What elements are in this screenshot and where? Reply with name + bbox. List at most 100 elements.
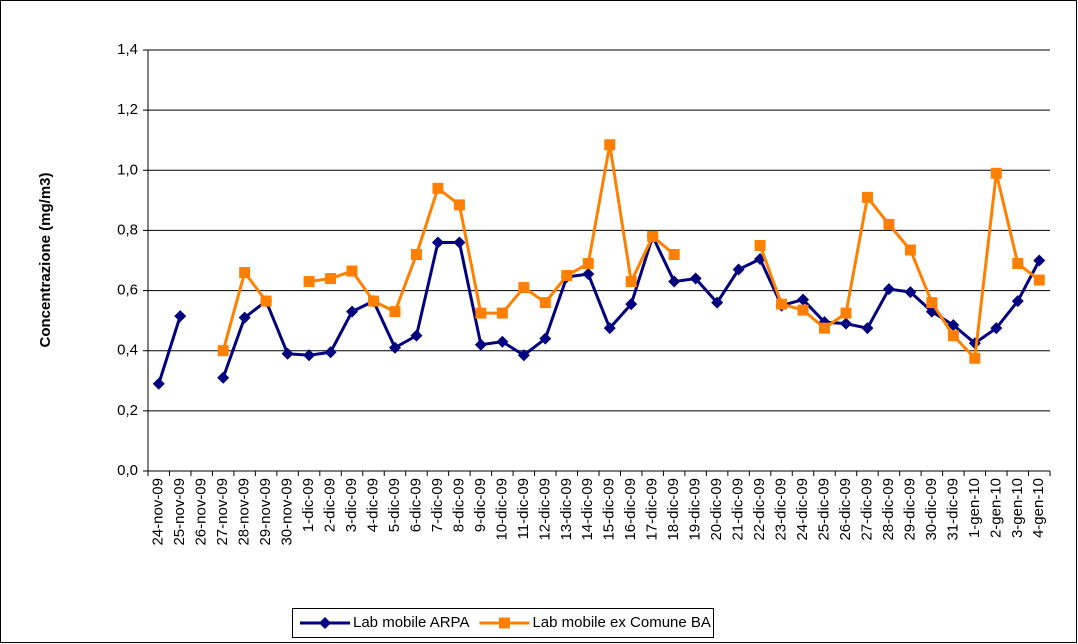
marker: [561, 270, 573, 282]
marker: [776, 298, 788, 310]
marker: [904, 244, 916, 256]
marker: [625, 276, 637, 288]
marker: [432, 182, 444, 194]
marker: [368, 295, 379, 307]
x-tick-label: 27-dic-09: [858, 478, 875, 541]
y-tick-label: 0,8: [117, 221, 138, 238]
marker: [668, 248, 680, 260]
x-tick-label: 21-dic-09: [730, 478, 747, 541]
marker: [239, 267, 251, 279]
x-tick-label: 31-dic-09: [944, 478, 961, 541]
x-tick-label: 1-dic-09: [300, 478, 317, 532]
marker: [346, 305, 359, 318]
x-tick-label: 2-gen-10: [987, 478, 1004, 538]
marker: [324, 346, 337, 359]
legend-label: Lab mobile ARPA: [353, 614, 469, 631]
y-tick-label: 1,4: [117, 41, 138, 58]
x-tick-label: 17-dic-09: [644, 478, 661, 541]
marker: [883, 218, 895, 230]
marker: [969, 352, 981, 364]
x-tick-label: 1-gen-10: [966, 478, 983, 538]
marker: [947, 330, 959, 342]
y-tick-label: 0,4: [117, 342, 138, 359]
marker: [152, 377, 165, 390]
marker: [926, 297, 938, 309]
marker: [346, 265, 358, 277]
x-tick-label: 25-dic-09: [815, 478, 832, 541]
marker: [453, 199, 465, 211]
series-line: [157, 315, 182, 385]
marker: [603, 322, 616, 335]
x-tick-label: 24-dic-09: [794, 478, 811, 541]
x-tick-label: 29-dic-09: [901, 478, 918, 541]
x-tick-label: 10-dic-09: [493, 478, 510, 541]
x-tick-label: 7-dic-09: [429, 478, 446, 532]
marker: [604, 139, 616, 151]
legend: Lab mobile ARPA Lab mobile ex Comune BA: [292, 608, 714, 638]
x-tick-label: 24-nov-09: [150, 478, 167, 546]
marker: [496, 307, 508, 319]
x-tick-label: 13-dic-09: [558, 478, 575, 541]
marker: [217, 371, 230, 384]
marker: [539, 297, 551, 309]
x-tick-label: 30-dic-09: [923, 478, 940, 541]
x-tick-label: 4-dic-09: [364, 478, 381, 532]
marker: [582, 268, 595, 281]
marker: [582, 258, 594, 270]
legend-marker: [319, 617, 331, 629]
x-tick-label: 9-dic-09: [472, 478, 489, 532]
legend-label: Lab mobile ex Comune BA: [532, 614, 710, 631]
marker: [260, 295, 272, 307]
x-tick-label: 18-dic-09: [665, 478, 682, 541]
marker: [325, 273, 337, 285]
marker: [732, 263, 745, 276]
marker: [990, 167, 1002, 179]
marker: [1012, 258, 1024, 270]
marker: [839, 317, 852, 330]
x-tick-label: 26-dic-09: [837, 478, 854, 541]
marker: [388, 341, 401, 354]
x-tick-label: 27-nov-09: [214, 478, 231, 546]
marker: [711, 296, 724, 309]
x-tick-label: 4-gen-10: [1030, 478, 1047, 538]
marker: [819, 322, 830, 334]
y-tick-label: 0,2: [117, 402, 138, 419]
marker: [904, 286, 917, 299]
marker: [861, 322, 874, 335]
marker: [174, 310, 187, 323]
marker: [754, 239, 766, 251]
marker: [539, 332, 552, 345]
x-tick-label: 20-dic-09: [708, 478, 725, 541]
x-tick-label: 2-dic-09: [322, 478, 339, 532]
marker: [625, 298, 638, 311]
marker: [861, 191, 873, 203]
marker: [389, 306, 401, 318]
marker: [947, 319, 960, 332]
x-tick-label: 8-dic-09: [450, 478, 467, 532]
marker: [474, 338, 487, 351]
marker: [1011, 295, 1024, 308]
y-tick-label: 1,0: [117, 161, 138, 178]
x-tick-label: 30-nov-09: [279, 478, 296, 546]
marker: [303, 276, 315, 288]
y-tick-label: 0,0: [117, 462, 138, 479]
marker: [518, 282, 530, 294]
marker: [668, 275, 681, 288]
x-tick-label: 12-dic-09: [536, 478, 553, 541]
x-tick-label: 28-nov-09: [236, 478, 253, 546]
x-tick-label: 3-gen-10: [1009, 478, 1026, 538]
x-tick-label: 19-dic-09: [687, 478, 704, 541]
x-tick-label: 6-dic-09: [407, 478, 424, 532]
marker: [990, 322, 1003, 335]
x-tick-label: 15-dic-09: [601, 478, 618, 541]
marker: [647, 230, 659, 242]
x-tick-label: 3-dic-09: [343, 478, 360, 532]
marker: [431, 236, 444, 249]
marker: [303, 349, 316, 362]
marker: [453, 236, 466, 249]
marker: [1033, 274, 1045, 286]
marker: [410, 329, 423, 342]
x-tick-label: 11-dic-09: [515, 478, 532, 539]
marker: [689, 272, 702, 285]
